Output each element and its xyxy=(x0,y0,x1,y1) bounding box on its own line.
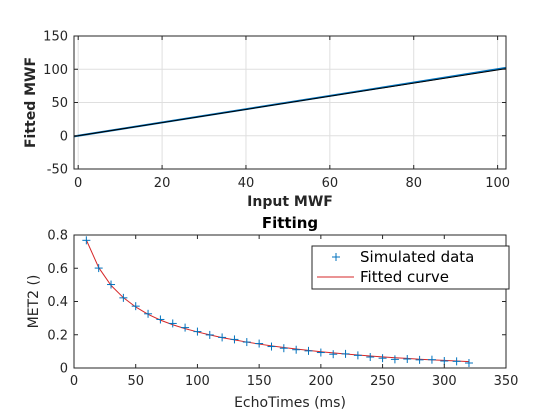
data-point-plus-icon xyxy=(255,339,264,348)
x-tick-label: 300 xyxy=(432,374,457,389)
data-point-plus-icon xyxy=(427,355,436,364)
data-point-plus-icon xyxy=(218,333,227,342)
x-tick-label: 80 xyxy=(405,176,422,191)
x-tick-label: 100 xyxy=(185,374,210,389)
y-tick-label: 0 xyxy=(60,362,68,377)
tick-group: 0 50 100 150 200 250 300 350 0 0.2 0.4 0.6 0.8 xyxy=(47,229,518,390)
legend-box xyxy=(311,245,510,290)
data-point-plus-icon xyxy=(403,355,412,364)
data-point-plus-icon xyxy=(107,280,116,289)
legend-marker-plus-icon xyxy=(332,253,340,261)
data-point-plus-icon xyxy=(119,293,128,302)
data-point-plus-icon xyxy=(304,346,313,355)
x-tick-label: 0 xyxy=(74,176,82,191)
x-tick-label: 40 xyxy=(238,176,255,191)
data-point-plus-icon xyxy=(316,348,325,357)
series-group xyxy=(73,66,507,138)
series-group xyxy=(82,236,473,368)
legend-entry-simulated: Simulated data xyxy=(360,248,474,266)
data-point-plus-icon xyxy=(329,350,338,359)
data-point-plus-icon xyxy=(415,355,424,364)
data-point-plus-icon xyxy=(440,357,449,366)
x-axis-label: Input MWF xyxy=(247,194,333,210)
x-tick-label: 20 xyxy=(154,176,171,191)
data-point-plus-icon xyxy=(366,353,375,362)
tick-group: 0 20 40 60 80 100 -50 0 50 100 150 xyxy=(43,30,510,192)
y-tick-label: 0.4 xyxy=(47,295,68,310)
data-point-plus-icon xyxy=(267,342,276,351)
y-tick-label: 50 xyxy=(51,96,68,111)
data-point-plus-icon xyxy=(193,327,202,336)
data-point-plus-icon xyxy=(94,264,103,273)
y-tick-label: 0.8 xyxy=(47,229,68,244)
legend-entry-fitted: Fitted curve xyxy=(360,268,449,286)
data-point-plus-icon xyxy=(230,335,239,344)
data-point-plus-icon xyxy=(292,345,301,354)
x-tick-label: 150 xyxy=(247,374,272,389)
data-point-plus-icon xyxy=(82,236,91,245)
x-tick-label: 50 xyxy=(127,374,144,389)
data-point-plus-icon xyxy=(353,351,362,360)
y-tick-label: 0.6 xyxy=(47,262,68,277)
y-axis-label: Fitted MWF xyxy=(23,57,39,148)
x-tick-label: 0 xyxy=(70,374,78,389)
x-tick-label: 200 xyxy=(308,374,333,389)
series-line-1 xyxy=(73,68,507,137)
y-tick-label: 100 xyxy=(43,63,68,78)
fitted-curve-line xyxy=(85,239,469,363)
x-tick-label: 250 xyxy=(370,374,395,389)
y-axis-label: MET2 () xyxy=(26,275,42,329)
x-axis-label: EchoTimes (ms) xyxy=(234,395,346,411)
data-point-plus-icon xyxy=(279,344,288,353)
y-tick-label: -50 xyxy=(47,163,68,178)
data-point-plus-icon xyxy=(242,338,251,347)
data-point-plus-icon xyxy=(181,323,190,332)
data-point-plus-icon xyxy=(378,354,387,363)
x-tick-label: 60 xyxy=(322,176,339,191)
data-point-plus-icon xyxy=(168,319,177,328)
data-point-plus-icon xyxy=(205,330,214,339)
y-tick-label: 150 xyxy=(43,30,68,45)
x-tick-label: 100 xyxy=(485,176,510,191)
fitted-mwf-chart: 0 20 40 60 80 100 -50 0 50 100 150 Input MWF Fitte… xyxy=(23,30,510,211)
chart-title: Fitting xyxy=(262,214,318,232)
data-point-plus-icon xyxy=(464,359,473,368)
fitting-chart: Fitting 0 50 100 150 200 250 300 35000.20.40.60… xyxy=(26,214,518,411)
y-tick-label: 0 xyxy=(60,129,68,144)
data-point-plus-icon xyxy=(390,355,399,364)
data-point-plus-icon xyxy=(341,349,350,358)
data-point-plus-icon xyxy=(452,357,461,366)
legend: Simulated data Fitted curve xyxy=(311,245,510,290)
data-point-plus-icon xyxy=(156,315,165,324)
x-tick-label: 350 xyxy=(494,374,519,389)
y-tick-label: 0.2 xyxy=(47,328,68,343)
data-point-plus-icon xyxy=(144,309,153,318)
data-point-plus-icon xyxy=(131,302,140,311)
